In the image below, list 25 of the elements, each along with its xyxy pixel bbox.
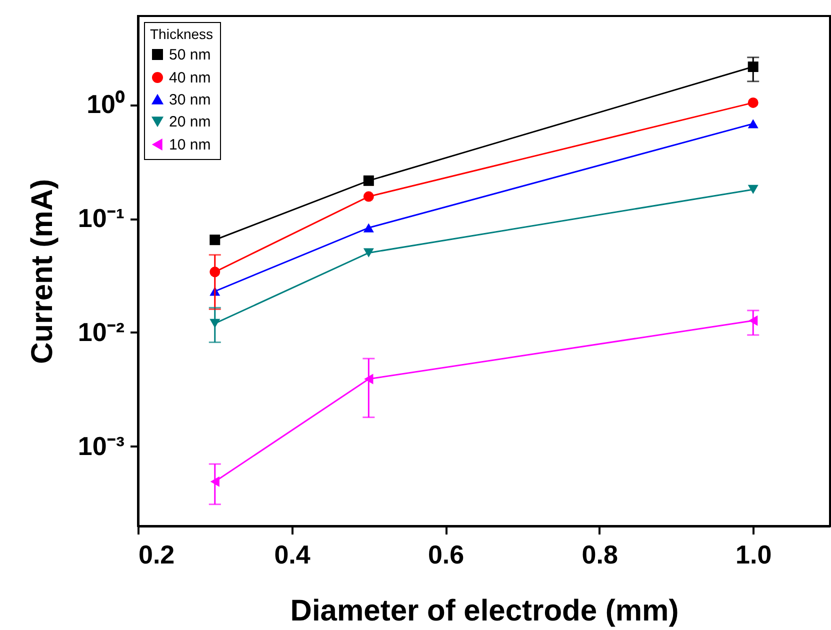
legend-label: 40 nm: [169, 70, 211, 86]
y-tick-label: 10⁻³: [78, 430, 125, 461]
legend-label: 20 nm: [169, 114, 211, 130]
point: [363, 248, 374, 258]
x-tick-label: 1.0: [736, 540, 772, 570]
y-axis-title: Current (mA): [26, 179, 59, 364]
point: [363, 191, 374, 202]
point: [363, 223, 374, 232]
legend-label: 30 nm: [169, 92, 211, 108]
legend-title: Thickness: [150, 26, 214, 42]
point: [210, 234, 220, 246]
y-tick-label: 10⁻¹: [78, 203, 124, 234]
legend-label: 10 nm: [169, 136, 211, 154]
legend-label: 50 nm: [169, 46, 211, 64]
x-tick-label: 0.2: [138, 540, 175, 570]
point: [748, 184, 758, 194]
point: [748, 97, 758, 108]
y-tick-label: 10⁰: [86, 89, 126, 120]
x-axis-title: Diameter of electrode (mm): [290, 594, 679, 628]
x-tick-label: 0.8: [582, 540, 618, 570]
point: [748, 119, 758, 128]
point: [363, 175, 374, 186]
x-tick-label: 0.6: [428, 540, 464, 570]
x-tick-label: 0.4: [274, 540, 311, 570]
y-tick-label: 10⁻²: [78, 316, 125, 347]
